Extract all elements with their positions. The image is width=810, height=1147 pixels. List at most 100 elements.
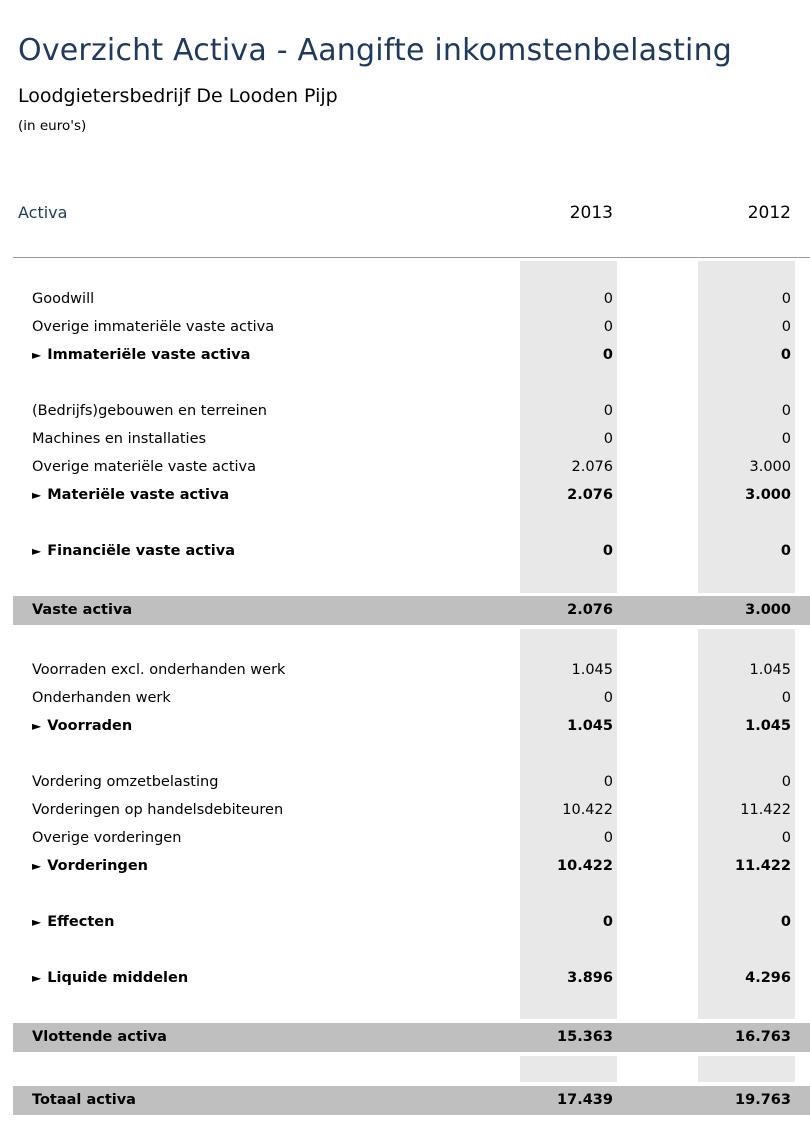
- table-row-machines: Machines en installaties 0 0: [0, 427, 810, 451]
- column-shade-2013-vlottende: [520, 629, 617, 1019]
- table-row-vordering-omzet: Vordering omzetbelasting 0 0: [0, 770, 810, 794]
- table-row-onderhanden: Onderhanden werk 0 0: [0, 686, 810, 710]
- triangle-right-icon: ►: [32, 971, 42, 985]
- value-2013: 0: [603, 774, 613, 790]
- table-row-goodwill: Goodwill 0 0: [0, 287, 810, 311]
- row-label: Effecten: [47, 914, 115, 930]
- value-2013: 0: [603, 319, 613, 335]
- value-2012: 0: [781, 690, 791, 706]
- value-2013: 0: [603, 830, 613, 846]
- value-2012: 3.000: [749, 459, 791, 475]
- row-label: Vorderingen op handelsdebiteuren: [32, 802, 284, 818]
- subtotal-row-voorraden: ► Voorraden 1.045 1.045: [0, 714, 810, 738]
- column-header-2013: 2013: [569, 203, 613, 223]
- triangle-right-icon: ►: [32, 859, 42, 873]
- value-2012: 0: [781, 403, 791, 419]
- value-2012: 0: [780, 347, 791, 363]
- subtotal-row-materieel: ► Materiële vaste activa 2.076 3.000: [0, 483, 810, 507]
- column-shade-2012-vlottende: [698, 629, 795, 1019]
- subtotal-row-immaterieel: ► Immateriële vaste activa 0 0: [0, 343, 810, 367]
- value-2012: 11.422: [740, 802, 791, 818]
- row-label: Voorraden: [47, 718, 133, 734]
- row-label: Overige immateriële vaste activa: [32, 319, 275, 335]
- row-label: Vaste activa: [32, 602, 133, 618]
- triangle-right-icon: ►: [32, 544, 42, 558]
- row-label: Vorderingen: [47, 858, 148, 874]
- table-row-vorderingen-deb: Vorderingen op handelsdebiteuren 10.422 …: [0, 798, 810, 822]
- band-vlottende-activa: [13, 1023, 810, 1052]
- table-row-overige-materieel: Overige materiële vaste activa 2.076 3.0…: [0, 455, 810, 479]
- value-2012: 11.422: [735, 858, 791, 874]
- column-shade-2013-vaste: [520, 261, 617, 593]
- total-row-vlottende-activa: Vlottende activa 15.363 16.763: [0, 1025, 810, 1049]
- row-label: Materiële vaste activa: [47, 487, 230, 503]
- page-title: Overzicht Activa - Aangifte inkomstenbel…: [18, 33, 733, 68]
- row-label: Machines en installaties: [32, 431, 207, 447]
- value-2012: 0: [781, 830, 791, 846]
- value-2012: 0: [781, 431, 791, 447]
- row-label: Overige materiële vaste activa: [32, 459, 256, 475]
- value-2013: 0: [602, 543, 613, 559]
- triangle-right-icon: ►: [32, 719, 42, 733]
- column-shade-2012-vaste: [698, 261, 795, 593]
- value-2013: 2.076: [571, 459, 613, 475]
- row-label: Goodwill: [32, 291, 95, 307]
- company-name: Loodgietersbedrijf De Looden Pijp: [18, 85, 338, 107]
- value-2013: 0: [603, 403, 613, 419]
- row-label: Overige vorderingen: [32, 830, 182, 846]
- value-2012: 19.763: [735, 1092, 791, 1108]
- table-row-voorraden-excl: Voorraden excl. onderhanden werk 1.045 1…: [0, 658, 810, 682]
- row-label: (Bedrijfs)gebouwen en terreinen: [32, 403, 267, 419]
- value-2012: 1.045: [749, 662, 791, 678]
- band-vaste-activa: [13, 596, 810, 625]
- value-2013: 10.422: [562, 802, 613, 818]
- row-label: Totaal activa: [32, 1092, 136, 1108]
- column-header-activa: Activa: [18, 203, 68, 222]
- value-2013: 15.363: [557, 1029, 613, 1045]
- column-shade-2013-spacer: [520, 1056, 617, 1082]
- value-2013: 0: [602, 347, 613, 363]
- table-row-gebouwen: (Bedrijfs)gebouwen en terreinen 0 0: [0, 399, 810, 423]
- value-2012: 0: [780, 914, 791, 930]
- value-2013: 1.045: [567, 718, 613, 734]
- row-label: Voorraden excl. onderhanden werk: [32, 662, 286, 678]
- table-row-overige-vord: Overige vorderingen 0 0: [0, 826, 810, 850]
- total-row-totaal-activa: Totaal activa 17.439 19.763: [0, 1088, 810, 1112]
- row-label: Liquide middelen: [47, 970, 189, 986]
- value-2013: 1.045: [571, 662, 613, 678]
- value-2013: 2.076: [567, 487, 613, 503]
- value-2012: 1.045: [745, 718, 791, 734]
- header-divider: [13, 257, 810, 258]
- table-row-overige-immaterieel: Overige immateriële vaste activa 0 0: [0, 315, 810, 339]
- unit-note: (in euro's): [18, 118, 87, 134]
- column-shade-2012-spacer: [698, 1056, 795, 1082]
- value-2013: 17.439: [557, 1092, 613, 1108]
- row-label: Financiële vaste activa: [47, 543, 235, 559]
- value-2013: 0: [603, 690, 613, 706]
- row-label: Immateriële vaste activa: [47, 347, 251, 363]
- value-2013: 0: [603, 291, 613, 307]
- band-totaal-activa: [13, 1086, 810, 1115]
- value-2012: 0: [781, 319, 791, 335]
- total-row-vaste-activa: Vaste activa 2.076 3.000: [0, 598, 810, 622]
- subtotal-row-financieel: ► Financiële vaste activa 0 0: [0, 539, 810, 563]
- value-2013: 0: [602, 914, 613, 930]
- subtotal-row-effecten: ► Effecten 0 0: [0, 910, 810, 934]
- value-2012: 4.296: [745, 970, 791, 986]
- value-2012: 0: [781, 291, 791, 307]
- value-2012: 3.000: [745, 487, 791, 503]
- value-2012: 3.000: [745, 602, 791, 618]
- value-2013: 2.076: [567, 602, 613, 618]
- column-header-2012: 2012: [747, 203, 791, 223]
- value-2013: 0: [603, 431, 613, 447]
- subtotal-row-vorderingen: ► Vorderingen 10.422 11.422: [0, 854, 810, 878]
- triangle-right-icon: ►: [32, 915, 42, 929]
- row-label: Onderhanden werk: [32, 690, 171, 706]
- value-2012: 0: [781, 774, 791, 790]
- value-2013: 3.896: [567, 970, 613, 986]
- subtotal-row-liquide: ► Liquide middelen 3.896 4.296: [0, 966, 810, 990]
- triangle-right-icon: ►: [32, 348, 42, 362]
- value-2013: 10.422: [557, 858, 613, 874]
- value-2012: 16.763: [735, 1029, 791, 1045]
- value-2012: 0: [780, 543, 791, 559]
